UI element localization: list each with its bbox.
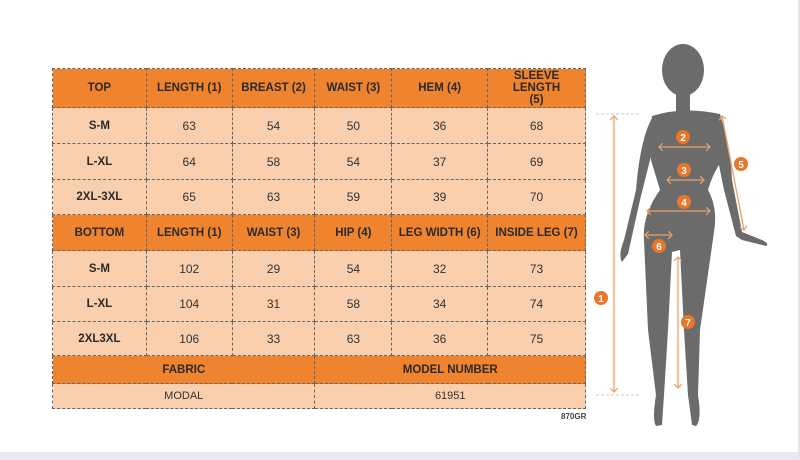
silhouette (620, 44, 768, 426)
header-cell: HIP (4) (314, 214, 393, 251)
value-cell: 58 (314, 286, 393, 322)
header-cell: SLEEVE LENGTH (5) (487, 68, 586, 108)
model-number-label: MODEL NUMBER (314, 355, 586, 384)
svg-text:1: 1 (598, 294, 604, 305)
size-chart-table: TOP LENGTH (1) BREAST (2) WAIST (3) HEM … (51, 68, 586, 409)
svg-text:7: 7 (685, 318, 691, 329)
value-cell: 64 (145, 143, 233, 180)
table-row: S-M 102 29 54 32 73 (52, 250, 586, 287)
svg-text:2: 2 (680, 133, 686, 144)
value-cell: 63 (314, 321, 393, 356)
value-cell: 29 (231, 250, 316, 287)
size-cell: 2XL3XL (52, 321, 147, 356)
marker-2: 2 (676, 130, 690, 144)
value-cell: 39 (391, 179, 489, 215)
header-cell: WAIST (3) (231, 214, 316, 251)
product-code: 870GR (561, 412, 587, 421)
bottom-header-row: BOTTOM LENGTH (1) WAIST (3) HIP (4) LEG … (52, 214, 586, 251)
table-row: S-M 63 54 50 36 68 (52, 107, 586, 144)
table-row: L-XL 64 58 54 37 69 (52, 143, 586, 180)
value-cell: 33 (231, 321, 316, 356)
value-cell: 50 (314, 107, 393, 144)
size-cell: S-M (52, 107, 147, 144)
svg-text:5: 5 (738, 160, 744, 171)
value-cell: 54 (314, 143, 393, 180)
info-header-row: FABRIC MODEL NUMBER (51, 355, 586, 384)
size-cell: 2XL-3XL (52, 179, 147, 215)
info-row: MODAL 61951 (51, 383, 586, 409)
value-cell: 31 (231, 286, 316, 322)
size-cell: S-M (52, 250, 147, 287)
value-cell: 74 (487, 286, 586, 322)
marker-3: 3 (677, 163, 691, 177)
marker-4: 4 (677, 195, 691, 209)
size-cell: L-XL (52, 143, 147, 180)
header-cell: LEG WIDTH (6) (391, 214, 489, 251)
svg-text:6: 6 (656, 242, 662, 253)
fabric-label: FABRIC (51, 355, 316, 384)
value-cell: 65 (145, 179, 233, 215)
value-cell: 54 (231, 107, 316, 144)
marker-7: 7 (681, 315, 695, 329)
value-cell: 36 (391, 321, 489, 356)
value-cell: 37 (391, 143, 489, 180)
header-cell: TOP (52, 68, 147, 108)
fabric-value: MODAL (51, 383, 316, 409)
table-row: 2XL3XL 106 33 63 36 75 (52, 321, 586, 356)
marker-5: 5 (734, 157, 748, 171)
marker-1: 1 (594, 291, 608, 305)
value-cell: 36 (391, 107, 489, 144)
size-cell: L-XL (52, 286, 147, 322)
value-cell: 58 (231, 143, 316, 180)
value-cell: 59 (314, 179, 393, 215)
sleeve-arrow (722, 116, 744, 230)
value-cell: 34 (391, 286, 489, 322)
header-cell: WAIST (3) (314, 68, 393, 108)
value-cell: 75 (487, 321, 586, 356)
value-cell: 63 (231, 179, 316, 215)
model-number-value: 61951 (314, 383, 586, 409)
value-cell: 106 (145, 321, 233, 356)
value-cell: 32 (391, 250, 489, 287)
header-cell: LENGTH (1) (145, 68, 233, 108)
value-cell: 63 (145, 107, 233, 144)
table-row: L-XL 104 31 58 34 74 (52, 286, 586, 322)
value-cell: 69 (487, 143, 586, 180)
header-cell: BREAST (2) (231, 68, 316, 108)
value-cell: 70 (487, 179, 586, 215)
header-cell: INSIDE LEG (7) (487, 214, 586, 251)
header-cell: LENGTH (1) (145, 214, 233, 251)
svg-text:4: 4 (681, 198, 687, 209)
value-cell: 104 (145, 286, 233, 322)
value-cell: 73 (487, 250, 586, 287)
value-cell: 68 (487, 107, 586, 144)
header-cell: HEM (4) (391, 68, 489, 108)
value-cell: 54 (314, 250, 393, 287)
table-row: 2XL-3XL 65 63 59 39 70 (52, 179, 586, 215)
svg-text:3: 3 (681, 166, 687, 177)
top-header-row: TOP LENGTH (1) BREAST (2) WAIST (3) HEM … (52, 68, 586, 108)
header-cell: BOTTOM (52, 214, 147, 251)
body-measurement-figure: 1 2 3 4 5 6 7 (594, 44, 768, 426)
marker-6: 6 (652, 239, 666, 253)
value-cell: 102 (145, 250, 233, 287)
